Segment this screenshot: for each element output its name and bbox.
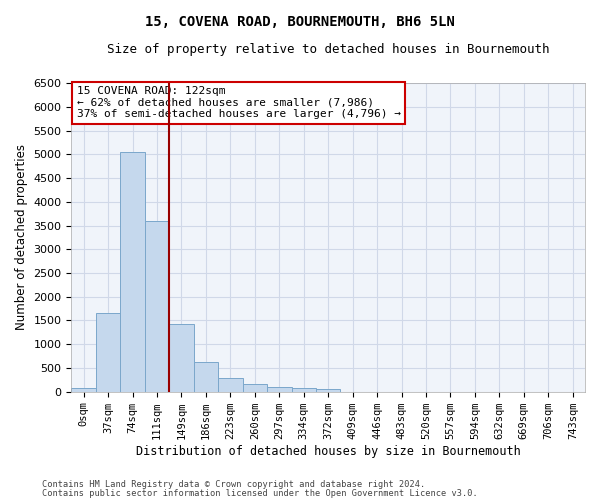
Title: Size of property relative to detached houses in Bournemouth: Size of property relative to detached ho… bbox=[107, 42, 550, 56]
Text: 15, COVENA ROAD, BOURNEMOUTH, BH6 5LN: 15, COVENA ROAD, BOURNEMOUTH, BH6 5LN bbox=[145, 15, 455, 29]
Y-axis label: Number of detached properties: Number of detached properties bbox=[15, 144, 28, 330]
Bar bbox=[96, 314, 121, 392]
Text: 15 COVENA ROAD: 122sqm
← 62% of detached houses are smaller (7,986)
37% of semi-: 15 COVENA ROAD: 122sqm ← 62% of detached… bbox=[77, 86, 401, 120]
Bar bbox=[316, 389, 340, 392]
Bar bbox=[145, 221, 169, 392]
Bar bbox=[242, 384, 267, 392]
Bar bbox=[218, 378, 242, 392]
Bar bbox=[267, 387, 292, 392]
Text: Contains HM Land Registry data © Crown copyright and database right 2024.: Contains HM Land Registry data © Crown c… bbox=[42, 480, 425, 489]
Bar bbox=[194, 362, 218, 392]
Text: Contains public sector information licensed under the Open Government Licence v3: Contains public sector information licen… bbox=[42, 488, 478, 498]
Bar bbox=[292, 388, 316, 392]
X-axis label: Distribution of detached houses by size in Bournemouth: Distribution of detached houses by size … bbox=[136, 444, 521, 458]
Bar bbox=[71, 388, 96, 392]
Bar bbox=[169, 324, 194, 392]
Bar bbox=[121, 152, 145, 392]
